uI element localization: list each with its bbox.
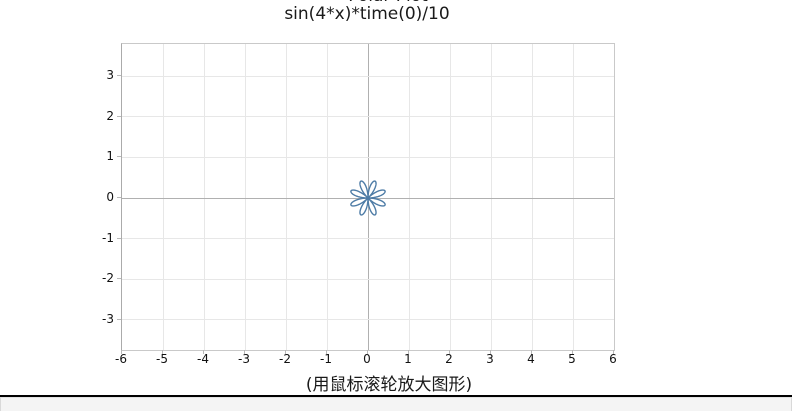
y-tick-label: 1	[106, 149, 114, 164]
y-tick-mark	[117, 237, 121, 239]
x-tick-mark	[326, 350, 327, 354]
vertical-gridline	[572, 44, 574, 350]
x-tick-mark	[531, 350, 532, 354]
vertical-gridline	[490, 44, 492, 350]
y-tick-label: 2	[106, 108, 114, 123]
x-tick-label: -3	[238, 352, 250, 366]
x-tick-mark	[203, 350, 204, 354]
x-tick-mark	[162, 350, 163, 354]
x-tick-mark	[367, 350, 368, 354]
horizontal-gridline	[122, 156, 614, 158]
vertical-gridline	[531, 44, 533, 350]
x-tick-label: -6	[115, 352, 127, 366]
x-tick-mark	[121, 350, 122, 354]
x-tick-label: 3	[486, 352, 494, 366]
x-tick-label: 0	[363, 352, 371, 366]
horizontal-gridline	[122, 278, 614, 280]
y-tick-label: -3	[102, 311, 114, 326]
x-tick-label: -2	[279, 352, 291, 366]
y-tick-mark	[117, 75, 121, 77]
y-tick-mark	[117, 156, 121, 158]
x-tick-label: -4	[197, 352, 209, 366]
x-tick-mark	[490, 350, 491, 354]
horizontal-gridline	[122, 238, 614, 240]
y-tick-mark	[117, 197, 121, 198]
x-tick-mark	[613, 350, 614, 354]
clipped-window-title: Polar Plot	[0, 0, 776, 6]
x-tick-label: -5	[156, 352, 168, 366]
y-tick-label: -1	[102, 230, 114, 245]
y-tick-label: 0	[106, 190, 114, 204]
bottom-status-bar	[0, 397, 792, 411]
y-tick-mark	[117, 115, 121, 117]
vertical-gridline	[162, 44, 164, 350]
x-tick-label: 6	[609, 352, 617, 366]
vertical-gridline	[285, 44, 287, 350]
horizontal-gridline	[122, 116, 614, 118]
vertical-gridline	[203, 44, 205, 350]
x-tick-label: 5	[568, 352, 576, 366]
x-tick-mark	[408, 350, 409, 354]
rose-curve-path	[350, 180, 386, 216]
y-tick-label: -2	[102, 271, 114, 286]
vertical-gridline	[244, 44, 246, 350]
x-tick-mark	[285, 350, 286, 354]
vertical-gridline	[408, 44, 410, 350]
horizontal-gridline	[122, 75, 614, 77]
x-tick-label: 4	[527, 352, 535, 366]
vertical-gridline	[326, 44, 328, 350]
x-tick-label: 2	[445, 352, 453, 366]
rose-curve	[350, 180, 386, 216]
x-tick-label: 1	[404, 352, 412, 366]
vertical-gridline	[449, 44, 451, 350]
chart-title: sin(4*x)*time(0)/10	[284, 4, 450, 24]
y-tick-mark	[117, 278, 121, 280]
y-tick-mark	[117, 318, 121, 320]
x-tick-mark	[572, 350, 573, 354]
y-tick-label: 3	[106, 68, 114, 83]
zoom-hint-caption: (用鼠标滚轮放大图形)	[305, 375, 473, 395]
x-tick-mark	[449, 350, 450, 354]
x-tick-mark	[244, 350, 245, 354]
horizontal-gridline	[122, 319, 614, 321]
x-tick-label: -1	[320, 352, 332, 366]
window-bottom-divider	[0, 395, 792, 397]
